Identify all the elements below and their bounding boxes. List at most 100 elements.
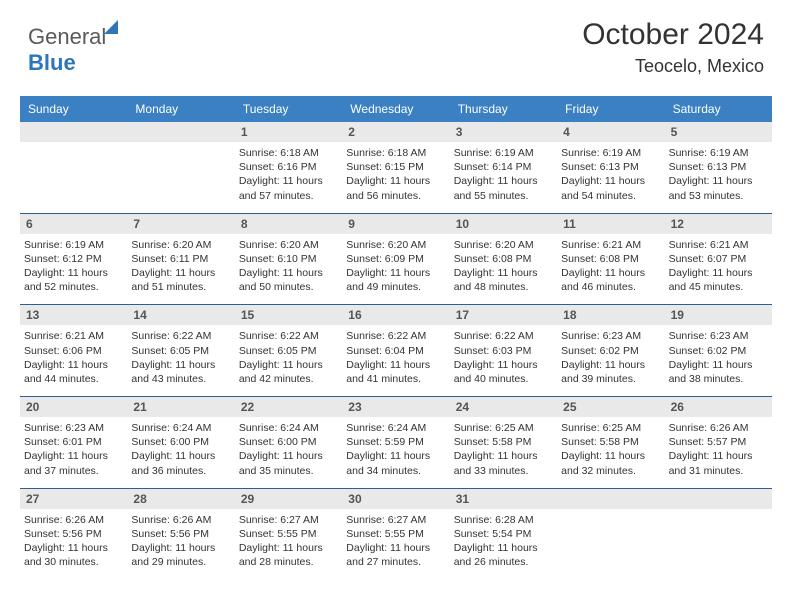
sunrise-text: Sunrise: 6:18 AM [346, 146, 445, 160]
sunset-text: Sunset: 6:09 PM [346, 252, 445, 266]
daylight-text: Daylight: 11 hours and 39 minutes. [561, 358, 660, 386]
day-body: Sunrise: 6:18 AMSunset: 6:16 PMDaylight:… [235, 142, 342, 213]
sunrise-text: Sunrise: 6:18 AM [239, 146, 338, 160]
logo-text: General Blue [28, 20, 118, 76]
sunrise-text: Sunrise: 6:20 AM [454, 238, 553, 252]
daylight-text: Daylight: 11 hours and 27 minutes. [346, 541, 445, 569]
calendar: Sunday Monday Tuesday Wednesday Thursday… [20, 96, 772, 579]
daylight-text: Daylight: 11 hours and 32 minutes. [561, 449, 660, 477]
logo: General Blue [28, 20, 118, 76]
sunrise-text: Sunrise: 6:26 AM [131, 513, 230, 527]
sunset-text: Sunset: 6:15 PM [346, 160, 445, 174]
sunrise-text: Sunrise: 6:22 AM [131, 329, 230, 343]
day-number: 28 [127, 489, 234, 509]
daylight-text: Daylight: 11 hours and 28 minutes. [239, 541, 338, 569]
sunset-text: Sunset: 5:55 PM [239, 527, 338, 541]
weekday-header: Tuesday [235, 96, 342, 122]
day-body: Sunrise: 6:20 AMSunset: 6:08 PMDaylight:… [450, 234, 557, 305]
day-body [127, 142, 234, 202]
calendar-cell: 20Sunrise: 6:23 AMSunset: 6:01 PMDayligh… [20, 397, 127, 488]
calendar-cell [20, 122, 127, 213]
daylight-text: Daylight: 11 hours and 52 minutes. [24, 266, 123, 294]
day-body: Sunrise: 6:24 AMSunset: 6:00 PMDaylight:… [235, 417, 342, 488]
daylight-text: Daylight: 11 hours and 31 minutes. [669, 449, 768, 477]
daylight-text: Daylight: 11 hours and 37 minutes. [24, 449, 123, 477]
calendar-cell: 24Sunrise: 6:25 AMSunset: 5:58 PMDayligh… [450, 397, 557, 488]
daylight-text: Daylight: 11 hours and 41 minutes. [346, 358, 445, 386]
calendar-cell: 10Sunrise: 6:20 AMSunset: 6:08 PMDayligh… [450, 214, 557, 305]
day-number: 23 [342, 397, 449, 417]
sunrise-text: Sunrise: 6:20 AM [239, 238, 338, 252]
sunrise-text: Sunrise: 6:21 AM [24, 329, 123, 343]
day-body: Sunrise: 6:26 AMSunset: 5:56 PMDaylight:… [127, 509, 234, 580]
calendar-week-row: 1Sunrise: 6:18 AMSunset: 6:16 PMDaylight… [20, 122, 772, 213]
sunrise-text: Sunrise: 6:22 AM [239, 329, 338, 343]
calendar-cell: 29Sunrise: 6:27 AMSunset: 5:55 PMDayligh… [235, 489, 342, 580]
calendar-week-row: 20Sunrise: 6:23 AMSunset: 6:01 PMDayligh… [20, 396, 772, 488]
day-number: 29 [235, 489, 342, 509]
sunset-text: Sunset: 6:02 PM [669, 344, 768, 358]
daylight-text: Daylight: 11 hours and 29 minutes. [131, 541, 230, 569]
sunset-text: Sunset: 6:03 PM [454, 344, 553, 358]
day-body: Sunrise: 6:26 AMSunset: 5:57 PMDaylight:… [665, 417, 772, 488]
sunset-text: Sunset: 6:02 PM [561, 344, 660, 358]
daylight-text: Daylight: 11 hours and 33 minutes. [454, 449, 553, 477]
sunset-text: Sunset: 6:06 PM [24, 344, 123, 358]
weekday-header: Thursday [450, 96, 557, 122]
day-number: 17 [450, 305, 557, 325]
day-body: Sunrise: 6:18 AMSunset: 6:15 PMDaylight:… [342, 142, 449, 213]
day-body: Sunrise: 6:20 AMSunset: 6:10 PMDaylight:… [235, 234, 342, 305]
sunrise-text: Sunrise: 6:27 AM [346, 513, 445, 527]
sunset-text: Sunset: 5:59 PM [346, 435, 445, 449]
calendar-cell: 23Sunrise: 6:24 AMSunset: 5:59 PMDayligh… [342, 397, 449, 488]
day-number: 2 [342, 122, 449, 142]
daylight-text: Daylight: 11 hours and 50 minutes. [239, 266, 338, 294]
day-body: Sunrise: 6:20 AMSunset: 6:09 PMDaylight:… [342, 234, 449, 305]
day-number: 15 [235, 305, 342, 325]
calendar-week-row: 27Sunrise: 6:26 AMSunset: 5:56 PMDayligh… [20, 488, 772, 580]
day-body: Sunrise: 6:27 AMSunset: 5:55 PMDaylight:… [342, 509, 449, 580]
calendar-cell: 21Sunrise: 6:24 AMSunset: 6:00 PMDayligh… [127, 397, 234, 488]
sunrise-text: Sunrise: 6:24 AM [131, 421, 230, 435]
day-body: Sunrise: 6:21 AMSunset: 6:06 PMDaylight:… [20, 325, 127, 396]
sunset-text: Sunset: 5:54 PM [454, 527, 553, 541]
day-body: Sunrise: 6:26 AMSunset: 5:56 PMDaylight:… [20, 509, 127, 580]
calendar-cell: 9Sunrise: 6:20 AMSunset: 6:09 PMDaylight… [342, 214, 449, 305]
sunrise-text: Sunrise: 6:25 AM [454, 421, 553, 435]
day-body: Sunrise: 6:19 AMSunset: 6:14 PMDaylight:… [450, 142, 557, 213]
day-body [20, 142, 127, 202]
day-number: 11 [557, 214, 664, 234]
weekday-header: Monday [127, 96, 234, 122]
calendar-cell: 15Sunrise: 6:22 AMSunset: 6:05 PMDayligh… [235, 305, 342, 396]
day-number: 4 [557, 122, 664, 142]
sunset-text: Sunset: 5:57 PM [669, 435, 768, 449]
sunrise-text: Sunrise: 6:22 AM [454, 329, 553, 343]
day-number: 5 [665, 122, 772, 142]
calendar-cell: 22Sunrise: 6:24 AMSunset: 6:00 PMDayligh… [235, 397, 342, 488]
sunrise-text: Sunrise: 6:21 AM [561, 238, 660, 252]
calendar-cell: 14Sunrise: 6:22 AMSunset: 6:05 PMDayligh… [127, 305, 234, 396]
weekday-header: Friday [557, 96, 664, 122]
sunrise-text: Sunrise: 6:23 AM [561, 329, 660, 343]
weekday-header: Wednesday [342, 96, 449, 122]
calendar-cell [557, 489, 664, 580]
sunset-text: Sunset: 6:11 PM [131, 252, 230, 266]
calendar-cell: 17Sunrise: 6:22 AMSunset: 6:03 PMDayligh… [450, 305, 557, 396]
logo-word-1: General [28, 24, 106, 49]
calendar-cell: 31Sunrise: 6:28 AMSunset: 5:54 PMDayligh… [450, 489, 557, 580]
daylight-text: Daylight: 11 hours and 49 minutes. [346, 266, 445, 294]
calendar-cell: 8Sunrise: 6:20 AMSunset: 6:10 PMDaylight… [235, 214, 342, 305]
daylight-text: Daylight: 11 hours and 57 minutes. [239, 174, 338, 202]
day-body: Sunrise: 6:19 AMSunset: 6:13 PMDaylight:… [665, 142, 772, 213]
day-body: Sunrise: 6:22 AMSunset: 6:05 PMDaylight:… [235, 325, 342, 396]
day-number: 24 [450, 397, 557, 417]
calendar-cell: 7Sunrise: 6:20 AMSunset: 6:11 PMDaylight… [127, 214, 234, 305]
calendar-cell: 13Sunrise: 6:21 AMSunset: 6:06 PMDayligh… [20, 305, 127, 396]
day-number: 16 [342, 305, 449, 325]
sunset-text: Sunset: 5:56 PM [131, 527, 230, 541]
sunset-text: Sunset: 6:04 PM [346, 344, 445, 358]
day-body: Sunrise: 6:24 AMSunset: 5:59 PMDaylight:… [342, 417, 449, 488]
day-body: Sunrise: 6:21 AMSunset: 6:08 PMDaylight:… [557, 234, 664, 305]
sunrise-text: Sunrise: 6:22 AM [346, 329, 445, 343]
sunset-text: Sunset: 5:56 PM [24, 527, 123, 541]
